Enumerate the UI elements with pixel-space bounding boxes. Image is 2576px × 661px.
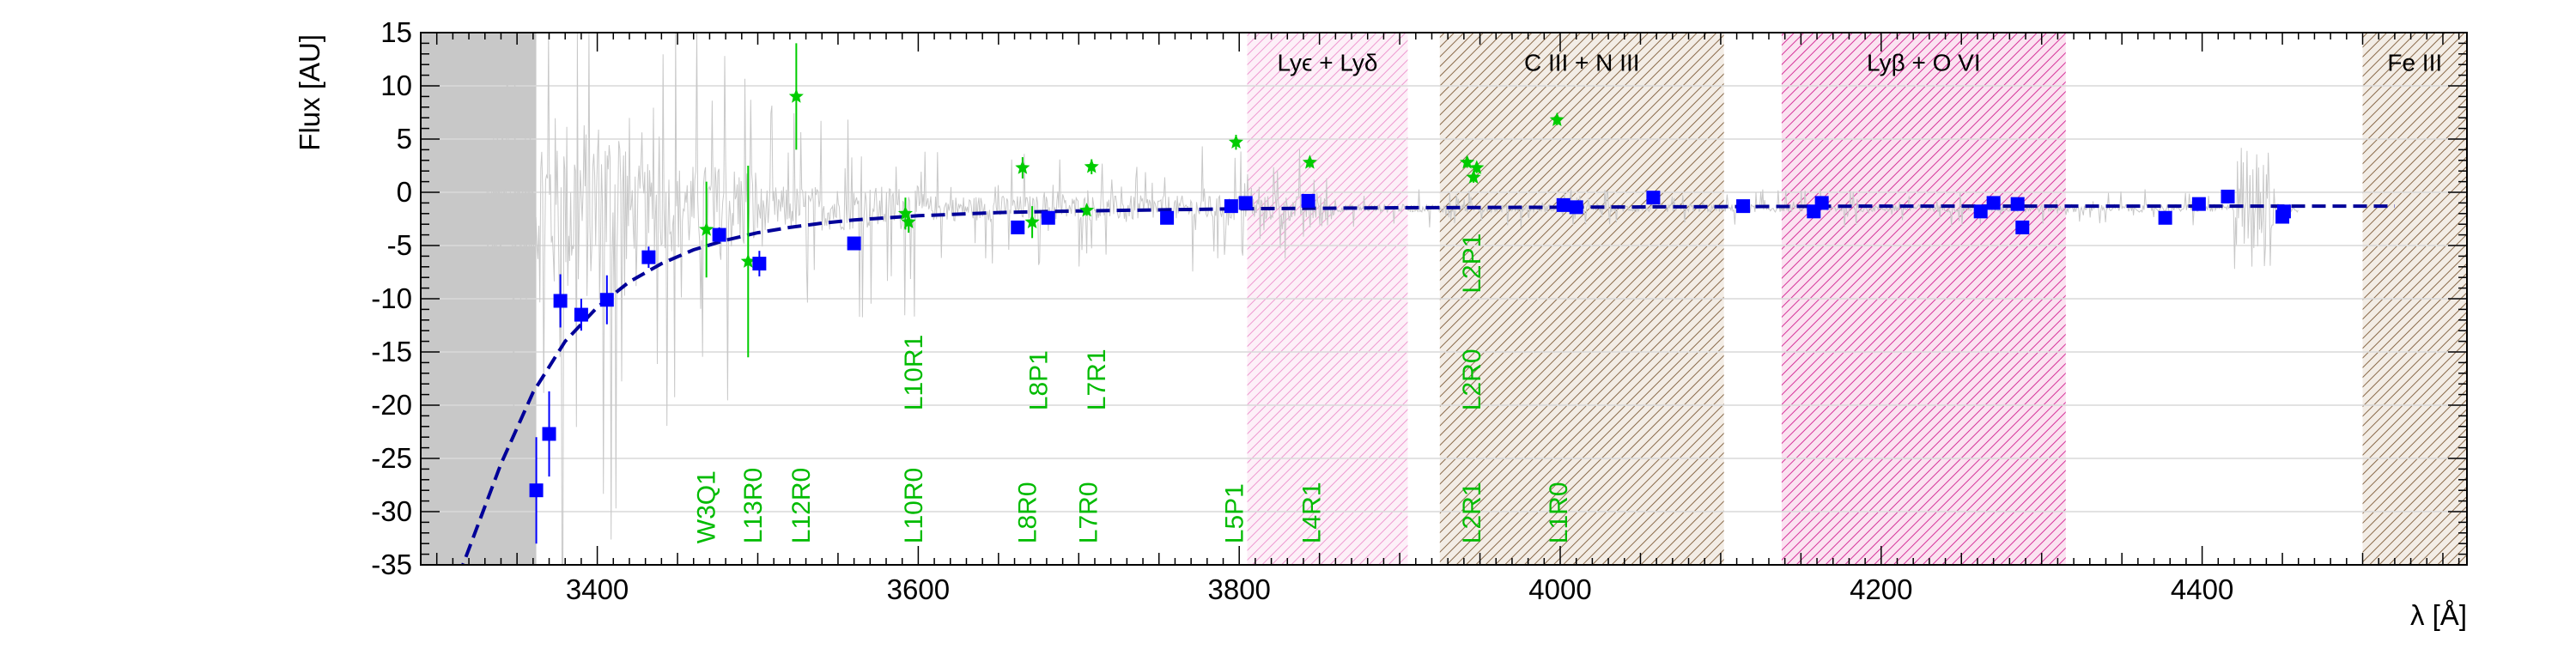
x-tick-label: 3800 <box>1207 573 1270 605</box>
measurement-point <box>574 307 588 322</box>
measurement-point <box>529 483 544 498</box>
measurement-point <box>1556 197 1571 212</box>
measurement-point <box>1041 210 1055 225</box>
line-label: L7R1 <box>1083 349 1111 410</box>
region-labels: Lyϵ + Lyδ C III + N III Lyβ + O VI Fe III <box>1278 50 2443 76</box>
line-label: L2R0 <box>1458 349 1486 410</box>
line-label: L8R0 <box>1014 482 1042 543</box>
x-tick-label: 3400 <box>566 573 629 605</box>
measurement-point <box>1973 204 1988 219</box>
region-label: Fe III <box>2387 50 2442 76</box>
line-label: L12R0 <box>787 468 816 543</box>
grid-lines <box>421 85 2467 512</box>
line-flux-point <box>1228 134 1243 149</box>
line-labels: W3Q1 L13R0 L12R0 L10R0 L8R0 L7R0 L5P1 L4R1 L2R1 L… <box>693 233 1573 543</box>
measurement-point <box>1814 196 1829 210</box>
line-label: L7R0 <box>1075 482 1103 543</box>
x-tick-label: 4000 <box>1528 573 1591 605</box>
x-axis: 3400 3600 3800 4000 4200 4400 <box>435 33 2460 605</box>
y-tick-label: 0 <box>397 176 412 208</box>
measurement-point <box>1986 196 2001 210</box>
x-tick-label: 4200 <box>1850 573 1912 605</box>
line-flux-point <box>1084 159 1099 173</box>
measurement-point <box>599 293 614 307</box>
line-label: L13R0 <box>739 468 768 543</box>
measurement-point <box>1160 210 1175 225</box>
measurement-point <box>2010 197 2025 211</box>
line-flux-point <box>1079 203 1095 217</box>
measurement-point <box>2015 220 2030 234</box>
measurement-point <box>2158 210 2172 225</box>
measurement-point <box>1224 199 1238 214</box>
y-tick-label: -20 <box>371 389 412 421</box>
line-label: L4R1 <box>1297 482 1326 543</box>
measurement-point <box>752 257 767 271</box>
y-tick-label: -30 <box>371 495 412 527</box>
y-tick-label: -5 <box>387 229 412 261</box>
line-flux-point <box>1024 214 1040 228</box>
x-tick-label: 3600 <box>887 573 950 605</box>
measurement-point <box>847 236 861 251</box>
line-label: L2R1 <box>1458 482 1486 543</box>
y-tick-label: -15 <box>371 336 412 367</box>
x-tick-label: 4400 <box>2171 573 2233 605</box>
measurement-point <box>1301 193 1315 208</box>
measurement-point <box>1569 200 1583 215</box>
measurement-point <box>2276 204 2291 219</box>
y-tick-label: 15 <box>380 16 412 48</box>
line-flux-point <box>897 205 913 221</box>
line-flux-point <box>1015 160 1030 174</box>
measurement-point <box>1646 191 1661 205</box>
y-tick-label: -10 <box>371 282 412 314</box>
y-tick-label: 5 <box>397 123 412 155</box>
line-flux-point <box>699 221 714 236</box>
line-flux-point <box>1549 112 1564 126</box>
region-label: Lyϵ + Lyδ <box>1278 50 1378 76</box>
line-flux-point <box>788 88 804 103</box>
line-flux-point <box>1469 160 1485 174</box>
line-flux-point <box>1466 169 1481 184</box>
line-flux-point <box>901 214 916 228</box>
measurement-point <box>1736 199 1751 214</box>
fit-line <box>460 204 2395 565</box>
line-label: L10R1 <box>900 335 928 410</box>
measurement-point <box>2191 197 2206 211</box>
measurement-point <box>542 427 556 441</box>
line-label: L2P1 <box>1458 233 1486 294</box>
measurement-point <box>553 294 568 308</box>
measurement-point <box>641 250 656 264</box>
line-label: L10R0 <box>900 468 928 543</box>
line-label: W3Q1 <box>693 470 721 543</box>
measurement-point <box>1011 220 1025 234</box>
measurement-point <box>1238 196 1253 210</box>
line-label: L8P1 <box>1025 350 1054 410</box>
y-tick-label: -35 <box>371 549 412 580</box>
measurement-point <box>2221 189 2235 203</box>
region-label: C III + N III <box>1524 50 1640 76</box>
measurement-point <box>712 227 726 242</box>
fit-curve <box>460 204 2395 565</box>
line-flux-point <box>1460 155 1475 169</box>
y-tick-label: 10 <box>380 70 412 101</box>
measurement-points <box>529 189 2291 544</box>
line-label: L1R0 <box>1545 482 1573 543</box>
y-axis-title: Flux [AU] <box>294 34 325 151</box>
region-label: Lyβ + O VI <box>1867 50 1981 76</box>
x-axis-title: λ [Å] <box>2410 599 2467 631</box>
y-tick-label: -25 <box>371 442 412 474</box>
line-flux-points <box>699 43 1564 358</box>
y-axis: 15 10 5 0 -5 -10 -15 -20 -25 -30 -35 <box>371 16 2467 580</box>
line-label: L5P1 <box>1221 483 1249 543</box>
line-flux-point <box>1302 155 1317 169</box>
line-flux-point <box>740 253 756 268</box>
